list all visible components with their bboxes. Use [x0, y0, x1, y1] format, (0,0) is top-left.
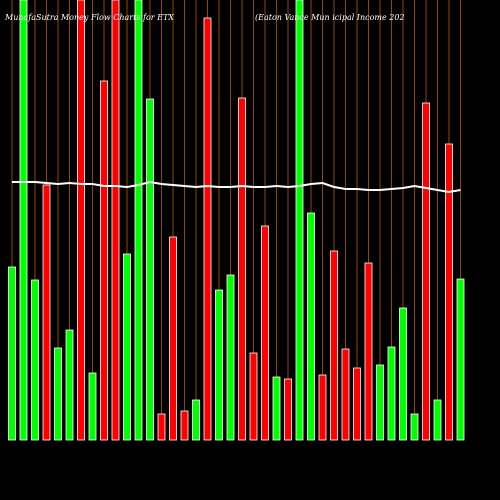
- bar: [330, 250, 338, 441]
- bar: [123, 253, 131, 441]
- bar: [353, 367, 361, 441]
- bar: [100, 80, 108, 441]
- bar: [77, 0, 85, 441]
- bar: [134, 0, 143, 441]
- bar: [238, 97, 246, 441]
- bar: [341, 348, 350, 441]
- chart-subtitle: (Eaton Vance Mun icipal Income 202: [255, 13, 405, 22]
- bar: [54, 347, 62, 441]
- bar: [456, 278, 465, 441]
- bar: [249, 352, 258, 441]
- bar: [387, 346, 396, 441]
- price-line: [12, 180, 461, 194]
- bar: [433, 399, 442, 441]
- bar: [422, 102, 430, 441]
- bar: [261, 225, 269, 441]
- bar: [42, 184, 51, 441]
- bar: [169, 236, 177, 441]
- bar: [203, 17, 212, 441]
- bar: [19, 0, 28, 441]
- bar: [111, 0, 120, 441]
- bar: [31, 279, 39, 441]
- bar: [307, 212, 315, 441]
- bar: [180, 410, 189, 441]
- bar: [88, 372, 97, 441]
- bar: [410, 413, 419, 441]
- bar: [146, 98, 154, 441]
- bar: [318, 374, 327, 441]
- bar: [364, 262, 373, 441]
- bar: [157, 413, 166, 441]
- bar: [215, 289, 223, 441]
- bar: [445, 143, 453, 441]
- bar: [284, 378, 292, 441]
- bar: [192, 399, 200, 441]
- bar: [295, 0, 304, 441]
- bar: [272, 376, 281, 441]
- bar: [226, 274, 235, 441]
- bar: [399, 307, 407, 441]
- bar: [376, 364, 384, 441]
- bar: [8, 266, 16, 441]
- bars: [8, 0, 465, 441]
- chart-title: MunafaSutra Money Flow Charts for ETX: [4, 13, 174, 22]
- bar: [65, 329, 74, 441]
